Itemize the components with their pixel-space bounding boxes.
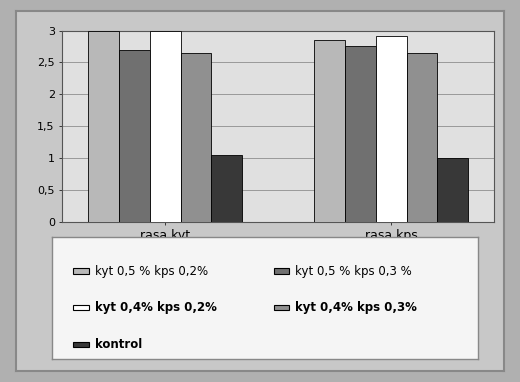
Bar: [212, 155, 242, 222]
Bar: [314, 40, 345, 222]
Bar: [376, 36, 407, 222]
Bar: [274, 305, 289, 311]
Text: kyt 0,5 % kps 0,3 %: kyt 0,5 % kps 0,3 %: [295, 265, 412, 278]
Bar: [437, 158, 469, 222]
Bar: [73, 268, 89, 274]
Bar: [73, 342, 89, 347]
Text: kyt 0,4% kps 0,2%: kyt 0,4% kps 0,2%: [95, 301, 217, 314]
Text: kontrol: kontrol: [95, 338, 142, 351]
Bar: [119, 50, 150, 222]
Bar: [73, 305, 89, 311]
Bar: [407, 53, 437, 222]
Bar: [274, 268, 289, 274]
Text: kyt 0,5 % kps 0,2%: kyt 0,5 % kps 0,2%: [95, 265, 208, 278]
Bar: [150, 31, 180, 222]
Text: kyt 0,4% kps 0,3%: kyt 0,4% kps 0,3%: [295, 301, 417, 314]
Bar: [345, 47, 376, 222]
Bar: [88, 31, 119, 222]
Bar: [180, 53, 212, 222]
